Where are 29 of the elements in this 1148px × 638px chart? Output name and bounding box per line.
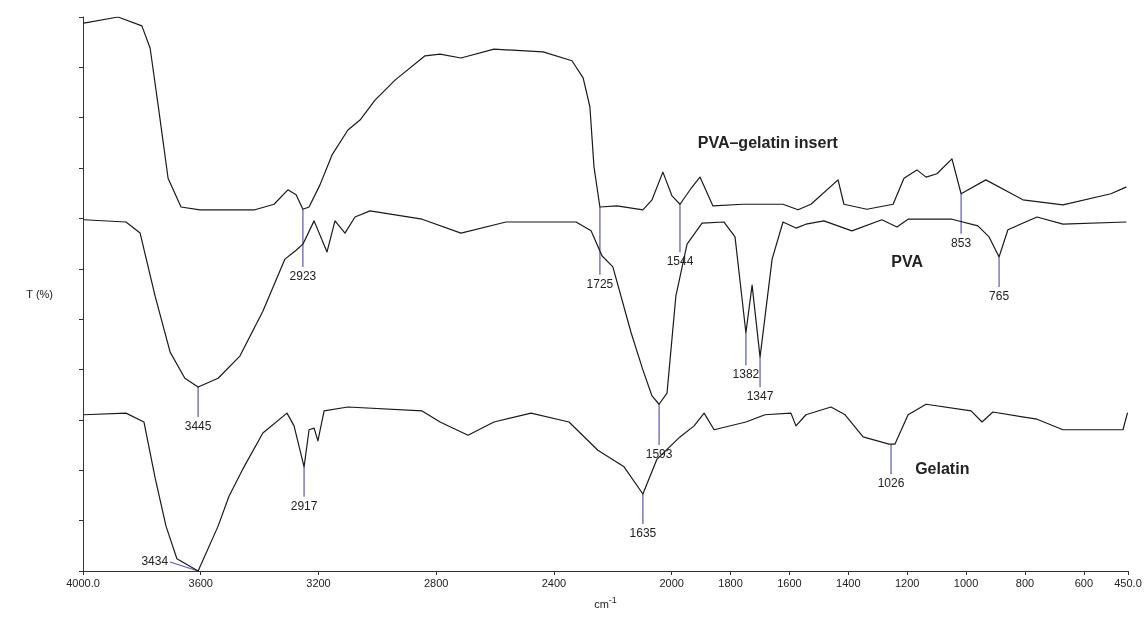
x-tick-label: 3600 [188,576,213,589]
series-label: PVA–gelatin insert [697,133,839,151]
x-tick-label: 4000.0 [66,576,100,589]
x-tick-label: 1200 [894,576,920,589]
x-tick-label: 2800 [424,576,449,589]
annotation: 3434 [141,554,169,568]
x-tick-label: 1000 [953,576,979,589]
annotation: 2917 [290,498,318,513]
x-tick-label: 1400 [836,576,861,589]
x-tick-label: 1800 [718,576,743,589]
annotation: 1725 [586,276,614,291]
annotation: 3445 [184,419,212,434]
x-tick-label: 1600 [777,576,802,589]
series-label: Gelatin [915,459,970,477]
annotation: 1635 [629,525,657,540]
x-tick-label: 2000 [659,576,684,589]
annotation: 1347 [746,389,774,404]
x-tick-label: 600 [1074,576,1094,589]
x-tick-label: 3200 [306,576,331,589]
annotation: 853 [951,235,972,250]
y-axis-title: T (%) [26,288,53,300]
series-label: PVA [891,253,924,271]
x-tick-label: 800 [1015,576,1035,589]
annotation: 1026 [877,476,905,491]
annotation: 2923 [289,269,317,284]
annotation: 765 [989,288,1010,303]
x-tick-label: 2400 [541,576,567,589]
annotation: 1382 [732,367,760,382]
x-tick-label: 450.0 [1114,576,1142,589]
